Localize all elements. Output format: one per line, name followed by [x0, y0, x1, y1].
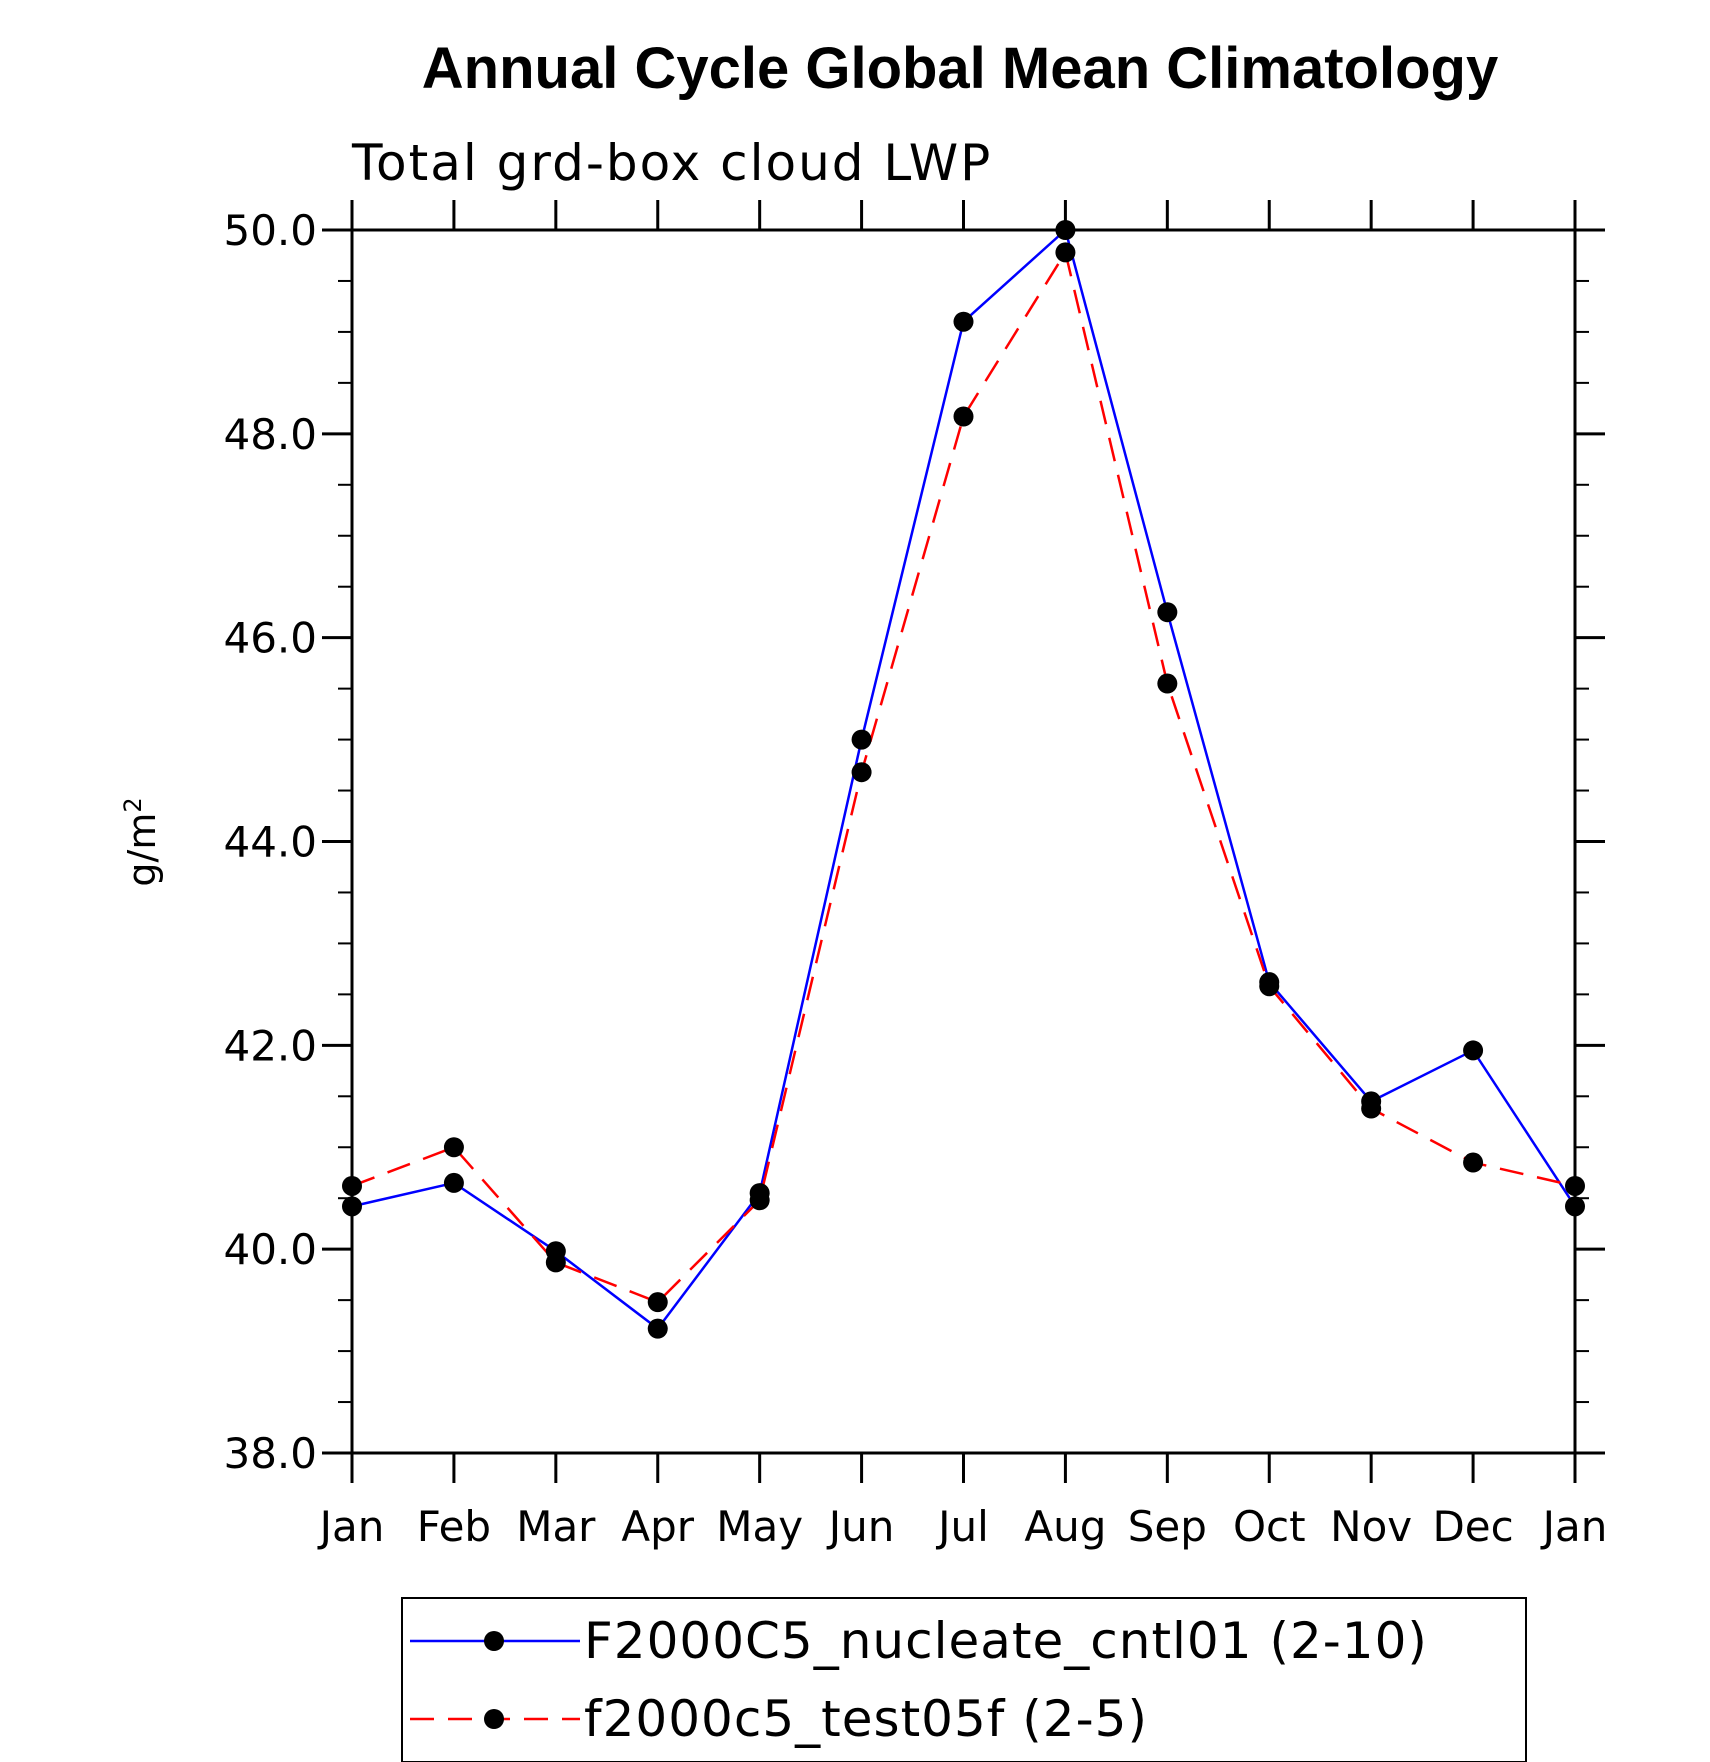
y-axis-label: g/m2	[119, 797, 164, 886]
legend-box	[401, 1597, 1527, 1762]
x-tick-label: Aug	[1024, 1502, 1106, 1551]
y-tick-label: 38.0	[223, 1429, 317, 1478]
y-tick-label: 42.0	[223, 1021, 317, 1070]
series-line-1	[351, 227, 1577, 1331]
x-tick-label: Jan	[317, 1502, 385, 1551]
x-tick-label: May	[716, 1502, 803, 1551]
y-axis-label-superscript: 2	[119, 797, 147, 812]
series-2-point	[851, 762, 872, 783]
axis-ticks	[322, 200, 1605, 1483]
x-tick-label: Jul	[935, 1502, 989, 1551]
series-2-point	[342, 1175, 362, 1196]
series-2-point	[443, 1137, 464, 1158]
series-2-point	[647, 1292, 668, 1313]
series-2-point	[545, 1252, 566, 1273]
x-tick-label: Jun	[826, 1502, 895, 1551]
chart-subtitle: Total grd-box cloud LWP	[351, 134, 992, 192]
series-1-point	[953, 311, 974, 332]
series-1-point	[851, 729, 872, 750]
series-2-point	[1565, 1175, 1585, 1196]
series-2-point	[1463, 1152, 1484, 1173]
series-2-point	[1055, 242, 1076, 263]
series-markers	[342, 220, 1585, 1339]
chart-title: Annual Cycle Global Mean Climatology	[422, 36, 1498, 101]
y-tick-label: 50.0	[223, 206, 317, 255]
svg-text:g/m2: g/m2	[119, 797, 164, 886]
y-tick-label: 48.0	[223, 410, 317, 459]
y-axis-label-text: g/m	[120, 813, 164, 887]
x-tick-label: Mar	[516, 1502, 596, 1551]
legend-label-2: f2000c5_test05f (2-5)	[584, 1690, 1148, 1748]
x-tick-label: Feb	[417, 1502, 491, 1551]
series-lines	[351, 227, 1577, 1331]
x-tick-label: Oct	[1233, 1502, 1306, 1551]
legend-marker-1	[484, 1631, 504, 1651]
x-tick-label: Nov	[1330, 1502, 1412, 1551]
series-2-point	[1361, 1098, 1382, 1119]
series-1-point	[1055, 220, 1076, 240]
y-tick-label: 40.0	[223, 1225, 317, 1274]
legend-label-1: F2000C5_nucleate_cntl01 (2-10)	[584, 1612, 1428, 1670]
legend-marker-2	[484, 1709, 504, 1729]
legend: F2000C5_nucleate_cntl01 (2-10) f2000c5_te…	[401, 1597, 1527, 1762]
series-1-point	[1463, 1040, 1484, 1061]
series-2-point	[1157, 673, 1178, 694]
tick-labels: Jan Feb Mar Apr May Jun Jul Aug Sep Oct Nov Dec Jan3…	[223, 206, 1607, 1551]
y-tick-label: 46.0	[223, 614, 317, 663]
series-2-point	[1259, 976, 1280, 997]
series-1-point	[1565, 1196, 1585, 1217]
x-tick-label: Dec	[1432, 1502, 1513, 1551]
series-1-point	[342, 1196, 362, 1217]
series-1-point	[647, 1318, 668, 1339]
series-2-point	[953, 406, 974, 427]
x-tick-label: Sep	[1128, 1502, 1207, 1551]
series-2-point	[749, 1190, 770, 1211]
series-1-point	[1157, 602, 1178, 623]
x-tick-label: Apr	[621, 1502, 694, 1551]
x-tick-label: Jan	[1540, 1502, 1608, 1551]
y-tick-label: 44.0	[223, 818, 317, 867]
series-1-point	[443, 1172, 464, 1193]
